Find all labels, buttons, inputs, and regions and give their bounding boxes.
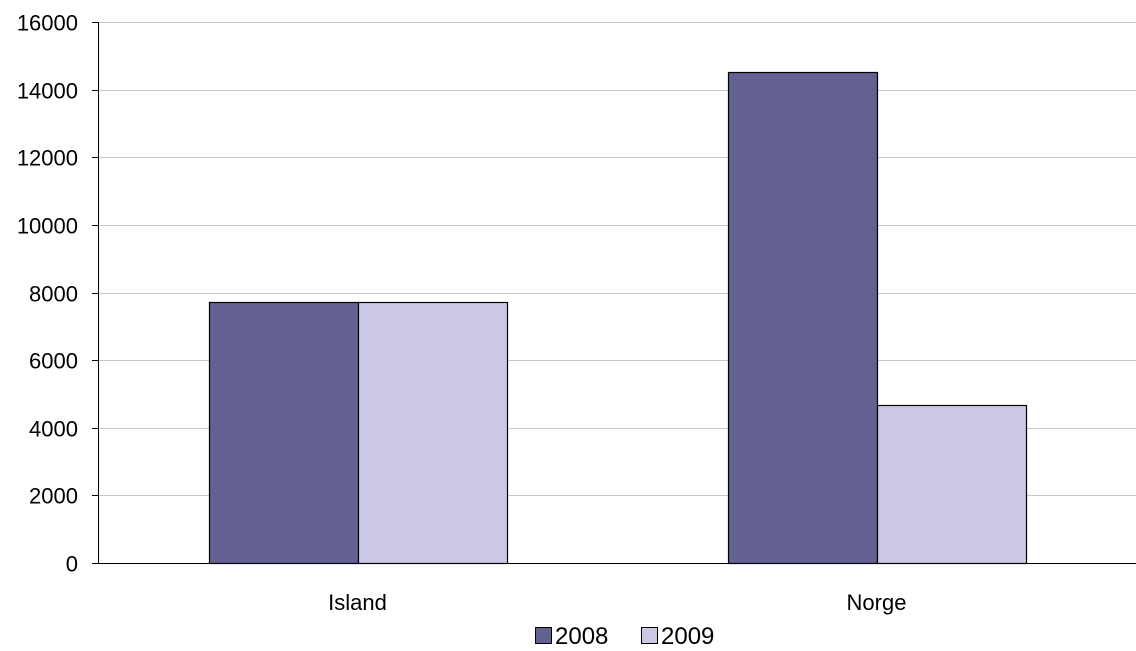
y-tick-label: 4000 — [29, 417, 78, 442]
y-tick-label: 12000 — [17, 146, 78, 171]
bars — [208, 71, 1028, 565]
y-tick-label: 2000 — [29, 484, 78, 509]
bar-norge-2009 — [876, 404, 1028, 565]
bar-norge-2008 — [727, 71, 879, 565]
y-tick-label: 16000 — [17, 11, 78, 36]
legend-label-2008: 2008 — [555, 623, 608, 646]
legend: 2008 2009 — [535, 623, 714, 650]
axes — [92, 22, 1136, 564]
y-tick-label: 10000 — [17, 214, 78, 239]
x-tick-label: Norge — [847, 590, 907, 615]
y-tick-labels: 0 2000 4000 6000 8000 10000 12000 14000 16000 — [17, 11, 78, 577]
bar-island-2008 — [208, 301, 360, 565]
y-tick-label: 8000 — [29, 282, 78, 307]
y-tick-label: 0 — [66, 552, 78, 577]
x-tick-labels: Island Norge — [328, 590, 906, 615]
y-tick-label: 14000 — [17, 79, 78, 104]
legend-label-2009: 2009 — [661, 623, 714, 646]
x-tick-label: Island — [328, 590, 387, 615]
legend-swatch-2009 — [641, 627, 658, 644]
legend-swatch-2008 — [535, 627, 552, 644]
y-tick-label: 6000 — [29, 349, 78, 374]
bar-island-2009 — [357, 301, 509, 565]
